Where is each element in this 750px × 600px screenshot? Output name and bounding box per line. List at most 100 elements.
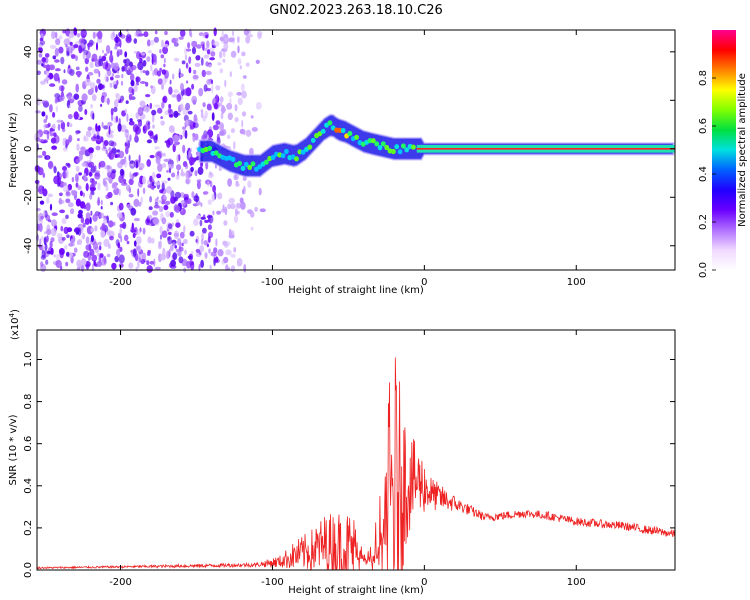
noise-speckle	[216, 133, 220, 141]
noise-speckle	[135, 229, 141, 236]
noise-speckle	[90, 227, 95, 233]
noise-speckle	[104, 53, 108, 57]
ridge-blob	[397, 149, 403, 155]
noise-speckle	[61, 217, 67, 225]
noise-speckle	[186, 48, 192, 52]
noise-speckle	[115, 115, 119, 123]
noise-speckle	[215, 120, 221, 125]
noise-speckle	[169, 244, 174, 252]
noise-speckle	[42, 150, 47, 156]
noise-speckle	[53, 254, 56, 258]
noise-speckle	[66, 51, 70, 57]
noise-speckle	[188, 66, 192, 74]
noise-speckle	[187, 170, 192, 178]
noise-speckle	[123, 178, 127, 184]
noise-speckle	[49, 203, 53, 211]
noise-speckle	[187, 110, 193, 115]
noise-speckle	[65, 45, 71, 52]
noise-speckle	[62, 146, 68, 152]
noise-speckle	[128, 178, 134, 186]
noise-speckle	[55, 68, 61, 72]
noise-speckle	[219, 122, 225, 131]
noise-speckle	[137, 119, 142, 122]
noise-speckle	[91, 53, 98, 62]
ridge-blob	[320, 128, 326, 134]
noise-speckle	[52, 123, 56, 130]
noise-speckle	[39, 40, 46, 46]
noise-speckle	[111, 152, 115, 160]
noise-speckle	[110, 50, 113, 55]
y-tick-label: -20	[23, 189, 34, 205]
noise-speckle	[71, 177, 75, 183]
noise-speckle	[143, 106, 150, 113]
noise-speckle	[126, 184, 131, 192]
noise-speckle	[88, 243, 92, 252]
snr-series-line	[36, 357, 676, 571]
noise-speckle	[190, 261, 195, 271]
noise-speckle	[251, 126, 258, 132]
noise-speckle	[58, 85, 65, 92]
noise-speckle	[102, 49, 104, 54]
y-tick-label: 0	[23, 146, 34, 152]
noise-speckle	[159, 240, 162, 250]
noise-speckle	[156, 173, 162, 179]
noise-speckle	[189, 125, 193, 130]
noise-speckle	[150, 85, 153, 89]
noise-speckle	[209, 180, 213, 188]
noise-speckle	[178, 256, 184, 264]
noise-speckle	[57, 123, 61, 131]
noise-speckle	[146, 260, 150, 266]
noise-speckle	[157, 78, 163, 85]
noise-speckle	[233, 141, 236, 150]
noise-speckle	[161, 83, 164, 90]
ridge-blob	[327, 120, 333, 126]
noise-speckle	[255, 102, 262, 110]
noise-speckle	[73, 93, 80, 100]
noise-speckle	[151, 113, 155, 123]
noise-speckle	[167, 163, 172, 168]
ridge-blob	[270, 154, 276, 160]
noise-speckle	[149, 196, 153, 203]
noise-speckle	[217, 192, 223, 200]
noise-speckle	[175, 222, 181, 228]
noise-speckle	[161, 101, 165, 109]
noise-speckle	[117, 123, 122, 132]
noise-speckle	[173, 89, 179, 94]
noise-speckle	[213, 102, 218, 110]
noise-speckle	[100, 199, 103, 206]
noise-speckle	[70, 208, 75, 215]
noise-speckle	[82, 222, 86, 228]
noise-speckle	[133, 198, 140, 207]
noise-speckle	[111, 262, 117, 270]
noise-speckle	[192, 74, 199, 80]
noise-speckle	[159, 226, 163, 234]
noise-speckle	[196, 180, 201, 190]
noise-speckle	[135, 160, 138, 169]
noise-speckle	[194, 62, 201, 67]
noise-speckle	[224, 79, 227, 88]
colorbar-tick-label: 0.6	[698, 118, 709, 134]
noise-speckle	[191, 83, 195, 90]
noise-speckle	[110, 76, 114, 81]
noise-speckle	[137, 106, 144, 116]
noise-speckle	[85, 66, 89, 72]
noise-speckle	[160, 120, 165, 126]
noise-speckle	[68, 32, 75, 39]
noise-speckle	[39, 238, 42, 247]
noise-speckle	[75, 55, 78, 61]
noise-speckle	[130, 207, 137, 216]
noise-speckle	[100, 95, 105, 103]
noise-speckle	[114, 45, 118, 50]
noise-speckle	[207, 180, 210, 188]
noise-speckle	[62, 185, 69, 193]
noise-speckle	[83, 204, 87, 210]
noise-speckle	[183, 225, 186, 234]
noise-speckle	[48, 64, 56, 71]
noise-speckle	[128, 262, 134, 269]
noise-speckle	[227, 134, 231, 139]
noise-speckle	[219, 130, 225, 137]
noise-speckle	[225, 249, 232, 256]
noise-speckle	[40, 215, 44, 220]
noise-speckle	[94, 225, 98, 232]
spectrogram-y-label: Frequency (Hz)	[8, 112, 19, 188]
